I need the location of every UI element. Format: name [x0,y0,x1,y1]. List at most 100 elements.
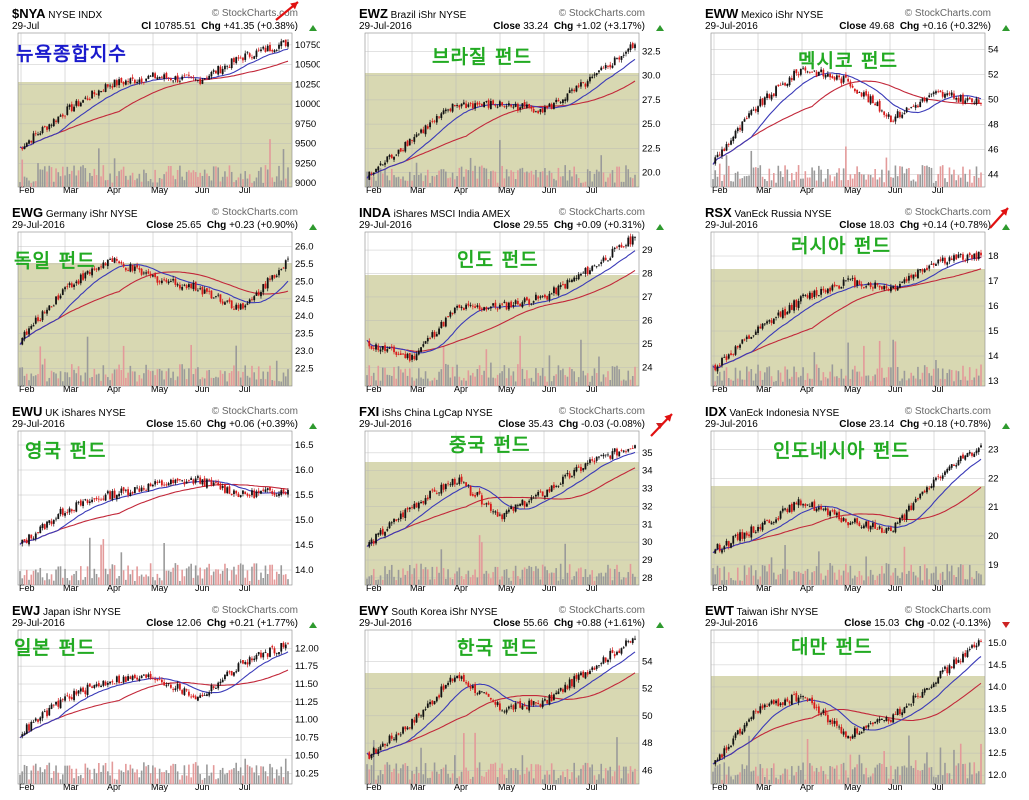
volume-bar [386,574,389,585]
price-candle [714,760,717,765]
price-candle [937,677,940,684]
month-tick-label: Jun [195,782,210,792]
price-candle [370,754,373,759]
price-candle [944,257,946,264]
price-candle [835,720,838,726]
price-candle [379,349,382,352]
price-candle [77,690,80,694]
price-candle [469,103,472,104]
price-candle [456,105,458,106]
price-candle [280,269,283,270]
price-candle [935,264,937,266]
volume-bar [903,765,906,784]
price-candle [370,539,373,544]
price-candle [483,503,486,505]
volume-bar [266,371,269,386]
price-candle [503,513,506,520]
volume-bar [138,173,141,187]
volume-bar [242,371,244,386]
volume-bar [431,175,434,187]
price-candle [881,110,883,112]
volume-bar [212,571,215,585]
volume-bar [555,374,557,386]
volume-bar [147,576,150,585]
volume-bar [926,752,928,784]
price-candle [856,728,859,734]
volume-bar [510,170,512,187]
price-candle [629,448,632,450]
price-candle [750,526,753,538]
price-candle [928,488,931,490]
price-candle [266,488,269,491]
price-candle [795,69,798,74]
price-candle [417,713,420,716]
volume-bar [858,172,861,187]
price-candle [206,77,208,79]
price-candle [244,305,247,308]
volume-bar [397,176,400,187]
volume-bar [802,367,804,386]
volume-bar [620,579,623,585]
volume-bar [59,566,62,585]
chart-title: 인도네시아 펀드 [773,440,910,462]
price-candle [770,522,773,525]
volume-bar [52,372,55,386]
price-candle [122,263,125,267]
volume-bar [492,763,494,784]
price-tick-label: 9000 [295,178,316,189]
price-candle [138,678,141,681]
price-candle [541,700,544,708]
price-candle [210,685,213,692]
volume-bar [946,773,949,784]
volume-bar [50,574,53,585]
moving-average-long [712,486,982,554]
price-candle [829,511,832,516]
volume-bar [761,379,764,386]
price-candle [571,89,573,91]
price-candle [28,724,30,731]
price-candle [847,278,850,280]
price-candle [793,300,795,311]
volume-bar [190,777,192,784]
price-candle [282,40,285,43]
price-candle [210,71,213,77]
price-candle [584,672,587,679]
price-candle [23,146,26,150]
volume-bar [584,181,587,187]
volume-bar [732,580,735,585]
volume-bar [514,381,517,386]
volume-bar [793,571,795,585]
price-candle [402,353,404,355]
volume-bar [872,177,874,187]
volume-bar [134,580,136,585]
volume-bar [631,771,634,784]
volume-bar [629,177,632,187]
price-candle [57,116,60,123]
volume-bar [523,378,526,386]
volume-bar [905,573,908,585]
volume-bar [433,762,436,784]
price-candle [41,523,44,528]
price-candle [413,136,416,142]
volume-bar [438,371,440,386]
price-candle [881,718,883,720]
volume-bar [611,580,614,585]
volume-bar [779,372,782,386]
price-candle [607,260,609,262]
price-candle [431,332,434,338]
month-tick-label: Mar [756,384,772,394]
price-candle [568,679,571,689]
volume-bar [109,568,111,585]
volume-bar [456,777,458,784]
price-candle [122,487,125,491]
price-candle [41,712,44,719]
volume-bar [739,178,741,187]
volume-bar [454,755,456,784]
price-candle [64,696,66,701]
price-candle [456,483,458,485]
price-candle [867,725,870,728]
volume-bar [980,364,982,386]
volume-bar [152,577,154,585]
price-candle [948,93,951,95]
price-candle [525,297,528,301]
